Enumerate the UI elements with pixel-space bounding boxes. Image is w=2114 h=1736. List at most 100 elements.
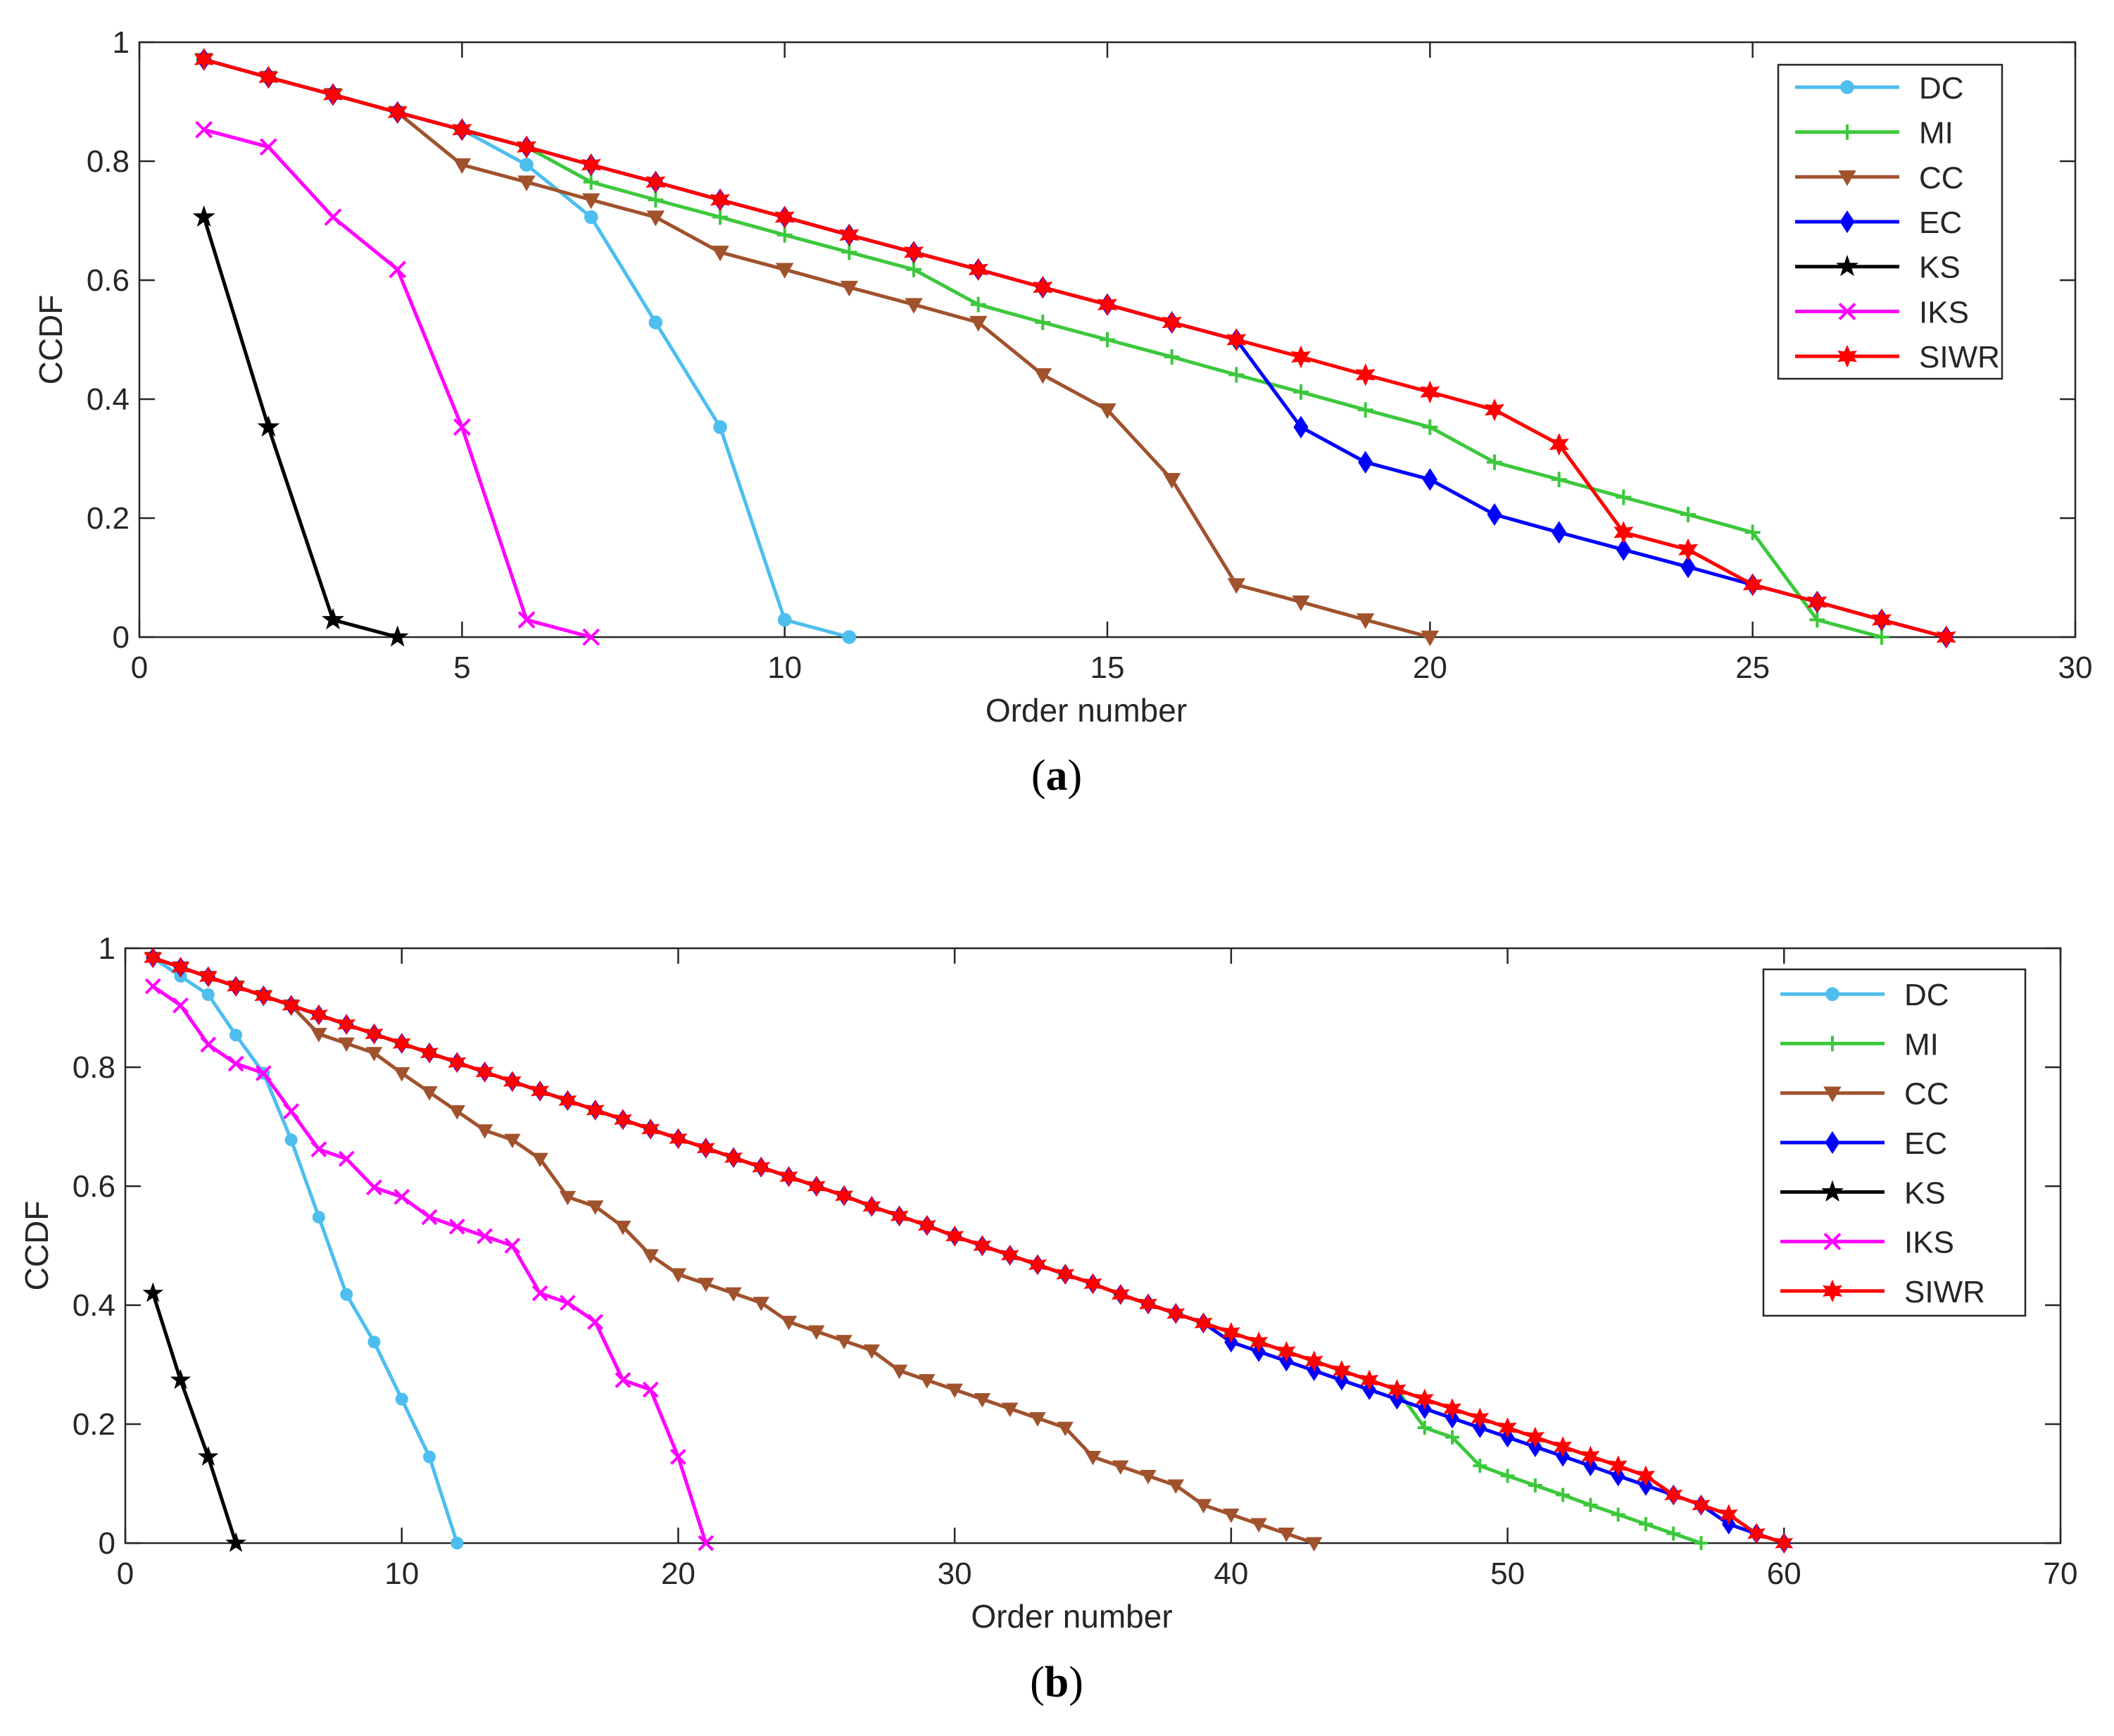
data-point-cc <box>517 175 536 191</box>
legend-label-mi: MI <box>1904 1027 1939 1062</box>
data-point-iks <box>421 1209 438 1226</box>
series-iks <box>144 978 715 1552</box>
data-point-siwr <box>392 1033 411 1055</box>
legend-label-ec: EC <box>1904 1126 1947 1161</box>
data-point-iks <box>642 1381 659 1398</box>
x-tick-label: 20 <box>661 1556 696 1591</box>
data-point-siwr <box>669 1128 688 1150</box>
data-point-cc <box>453 158 472 175</box>
legend-marker-ks <box>1821 1180 1844 1202</box>
data-point-mi <box>583 174 599 190</box>
data-point-siwr <box>1581 1445 1600 1467</box>
data-point-iks <box>394 1188 410 1205</box>
data-point-siwr <box>282 995 301 1017</box>
data-point-mi <box>1556 1487 1571 1502</box>
data-point-cc <box>1195 1499 1212 1514</box>
data-point-iks <box>582 628 600 646</box>
data-point-iks <box>453 418 471 436</box>
legend: DC MI CC EC KS IKS SIWR <box>1762 968 2027 1317</box>
data-point-cc <box>338 1037 355 1052</box>
data-point-siwr <box>1678 538 1699 562</box>
series-ks <box>192 205 409 647</box>
data-point-siwr <box>194 48 214 71</box>
data-point-dc <box>777 612 792 627</box>
data-point-iks <box>477 1228 493 1245</box>
data-point-siwr <box>1056 1264 1075 1285</box>
y-axis-label: CCDF <box>18 1201 55 1291</box>
data-point-siwr <box>1277 1340 1296 1362</box>
data-point-siwr <box>387 101 408 125</box>
data-point-dc <box>842 630 857 644</box>
y-axis-label: CCDF <box>32 295 69 385</box>
legend-label-cc: CC <box>1904 1077 1949 1112</box>
data-point-siwr <box>752 1157 771 1178</box>
data-point-mi <box>1293 384 1309 400</box>
data-point-siwr <box>646 170 666 194</box>
series-line-ks <box>151 1292 238 1544</box>
legend-marker-mi <box>1839 124 1855 140</box>
data-point-ec <box>1487 503 1502 527</box>
data-point-iks <box>310 1141 327 1158</box>
series-line-ks <box>202 216 398 639</box>
data-point-cc <box>1162 472 1181 489</box>
data-point-cc <box>863 1344 881 1359</box>
data-point-siwr <box>1443 1397 1462 1419</box>
data-point-cc <box>1227 578 1246 594</box>
data-point-siwr <box>258 65 279 89</box>
data-point-mi <box>1551 472 1567 488</box>
data-point-siwr <box>1162 310 1182 334</box>
data-point-siwr <box>1226 328 1247 351</box>
data-point-iks <box>517 611 536 629</box>
data-point-cc <box>365 1047 383 1062</box>
data-point-siwr <box>839 223 860 247</box>
data-point-mi <box>1809 612 1825 628</box>
data-point-cc <box>531 1152 548 1168</box>
data-point-siwr <box>807 1176 826 1197</box>
panel-label: (a) <box>1031 752 1082 800</box>
data-point-siwr <box>1807 590 1827 614</box>
data-point-siwr <box>1250 1331 1269 1353</box>
x-tick-label: 15 <box>1090 650 1125 685</box>
data-point-ec <box>1680 555 1696 579</box>
data-point-mi <box>1874 629 1889 645</box>
legend: DC MI CC EC KS IKS SIWR <box>1777 63 2003 380</box>
data-point-mi <box>1445 1430 1460 1445</box>
data-point-siwr <box>558 1090 577 1112</box>
data-point-siwr <box>1000 1244 1019 1266</box>
data-point-mi <box>1528 1478 1542 1493</box>
data-point-cc <box>504 1133 521 1149</box>
data-point-siwr <box>1636 1465 1655 1487</box>
data-point-cc <box>646 210 665 227</box>
data-point-siwr <box>696 1137 715 1159</box>
data-point-iks <box>144 978 161 995</box>
legend-marker-ec <box>1839 210 1855 234</box>
data-point-cc <box>974 1393 991 1408</box>
legend-label-iks: IKS <box>1919 295 1969 329</box>
data-point-cc <box>642 1249 659 1264</box>
data-point-cc <box>615 1220 631 1235</box>
data-point-mi <box>1744 524 1761 541</box>
y-tick-label: 0.8 <box>73 1050 115 1085</box>
series-ks <box>142 1282 246 1552</box>
data-point-iks <box>366 1179 382 1196</box>
data-point-ks <box>170 1369 191 1390</box>
data-point-siwr <box>1111 1283 1130 1305</box>
x-tick-label: 10 <box>384 1556 419 1591</box>
legend-marker-mi <box>1825 1036 1840 1052</box>
data-point-siwr <box>475 1061 494 1083</box>
data-point-mi <box>906 261 921 277</box>
data-point-cc <box>969 315 988 332</box>
data-point-ec <box>1616 538 1631 561</box>
data-point-cc <box>836 1335 852 1350</box>
legend-label-cc: CC <box>1919 161 1964 195</box>
data-point-siwr <box>309 1004 328 1026</box>
data-point-mi <box>1638 1516 1653 1531</box>
data-point-cc <box>840 280 859 297</box>
x-tick-label: 50 <box>1490 1556 1525 1591</box>
data-point-mi <box>1100 332 1115 348</box>
data-point-iks <box>200 1036 217 1053</box>
data-point-cc <box>808 1325 825 1340</box>
legend-marker-dc <box>1840 80 1854 94</box>
data-point-mi <box>776 227 793 243</box>
